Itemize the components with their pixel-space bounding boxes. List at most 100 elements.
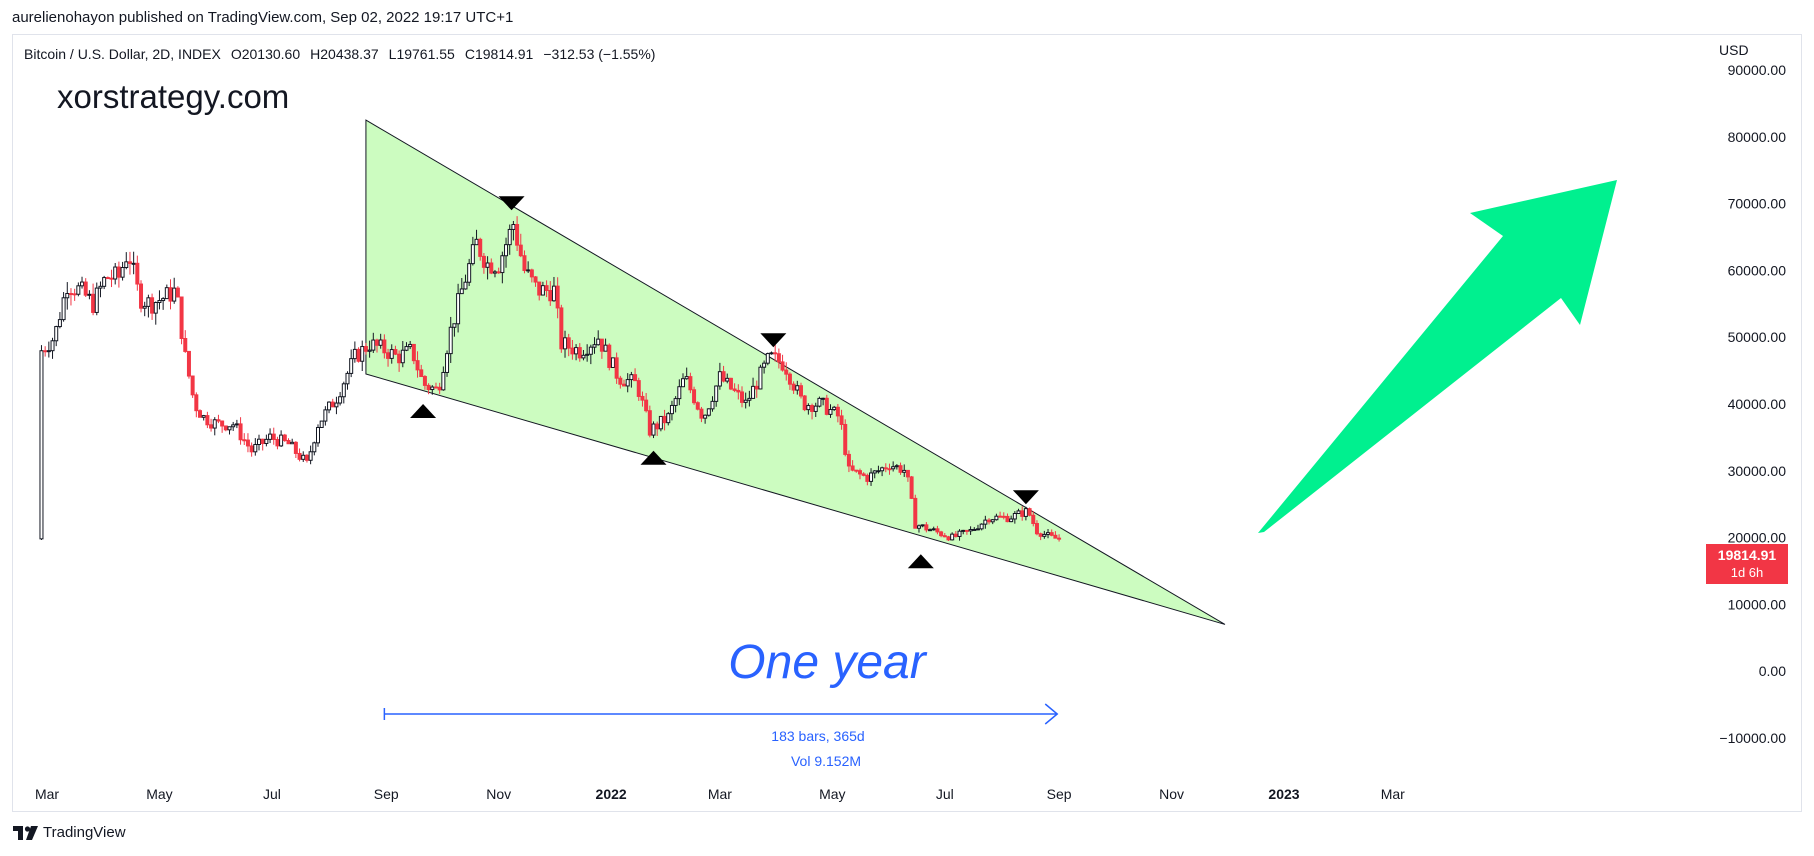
candle-body xyxy=(485,262,490,268)
candle-body xyxy=(257,438,262,445)
ohlc-close: C19814.91 xyxy=(464,46,534,62)
bullish-arrow-icon[interactable] xyxy=(1258,180,1617,533)
candle-body xyxy=(526,269,531,272)
time-axis-label: Nov xyxy=(1159,786,1184,802)
candle-body xyxy=(445,353,450,373)
candle-body xyxy=(341,383,346,398)
candle-body xyxy=(566,337,571,349)
candle-body xyxy=(533,276,538,283)
candle-body xyxy=(869,472,874,482)
candle-body xyxy=(504,244,509,257)
candle-body xyxy=(249,445,254,453)
candle-body xyxy=(400,349,405,364)
candle-body xyxy=(109,277,114,280)
candle-body xyxy=(120,267,125,278)
tradingview-footer[interactable]: TradingView xyxy=(13,824,126,841)
candle-body xyxy=(142,305,147,309)
candle-body xyxy=(570,347,575,355)
candle-body xyxy=(762,362,767,368)
candle-body xyxy=(883,467,888,470)
candle-body xyxy=(408,343,413,348)
tradingview-logo-icon xyxy=(13,825,38,840)
candle-body xyxy=(515,224,520,246)
time-axis-label: Mar xyxy=(1381,786,1405,802)
candle-body xyxy=(422,376,427,386)
candle-body xyxy=(212,419,217,429)
candle-body xyxy=(769,352,774,355)
candle-body xyxy=(43,350,48,353)
footer-brand[interactable]: TradingView xyxy=(43,824,126,841)
symbol-legend[interactable]: Bitcoin / U.S. Dollar, 2D, INDEX O20130.6… xyxy=(24,46,665,62)
candle-body xyxy=(843,423,848,455)
candle-body xyxy=(378,339,383,346)
candle-body xyxy=(168,287,173,302)
candle-body xyxy=(1031,514,1036,525)
candle-body xyxy=(113,266,118,280)
candle-body xyxy=(478,238,483,257)
time-axis-label: Mar xyxy=(708,786,732,802)
candle-body xyxy=(349,358,354,374)
candle-body xyxy=(1046,532,1051,535)
candle-body xyxy=(529,269,534,278)
candle-body xyxy=(319,420,324,428)
candle-body xyxy=(374,339,379,346)
candle-body xyxy=(157,300,162,304)
price-axis-label: 60000.00 xyxy=(1728,262,1787,278)
candle-body xyxy=(644,399,649,412)
candle-body xyxy=(846,453,851,467)
candle-body xyxy=(537,281,542,296)
time-axis-label: 2023 xyxy=(1268,786,1299,802)
time-axis-label: May xyxy=(819,786,845,802)
candle-body xyxy=(522,255,527,271)
candle-body xyxy=(404,346,409,351)
last-price-badge: 19814.91 1d 6h xyxy=(1706,544,1788,584)
candle-body xyxy=(684,376,689,380)
candle-body xyxy=(909,476,914,499)
candle-body xyxy=(105,277,110,280)
candle-body xyxy=(669,404,674,415)
candle-body xyxy=(61,297,66,321)
candle-body xyxy=(1042,533,1047,537)
candle-body xyxy=(677,386,682,400)
candle-body xyxy=(186,350,191,377)
candle-body xyxy=(703,414,708,419)
candle-body xyxy=(507,228,512,246)
candle-body xyxy=(596,338,601,346)
candle-body xyxy=(430,386,435,391)
candle-body xyxy=(164,287,169,300)
time-axis-label: Sep xyxy=(374,786,399,802)
candle-body xyxy=(776,353,781,363)
bottom-arrow-marker xyxy=(410,404,437,418)
candle-body xyxy=(135,262,140,285)
candle-body xyxy=(574,347,579,355)
candle-body xyxy=(452,323,457,328)
candle-body xyxy=(441,371,446,391)
candle-body xyxy=(880,467,885,472)
candle-body xyxy=(179,296,184,339)
candle-body xyxy=(397,353,402,364)
falling-wedge[interactable] xyxy=(365,119,1226,625)
candle-body xyxy=(817,397,822,407)
currency-label[interactable]: USD xyxy=(1719,42,1749,58)
candle-body xyxy=(913,497,918,529)
candle-body xyxy=(975,528,980,531)
candle-body xyxy=(758,366,763,390)
candle-body xyxy=(739,391,744,403)
candle-body xyxy=(953,533,958,537)
candle-body xyxy=(887,468,892,471)
candle-body xyxy=(754,385,759,390)
candle-body xyxy=(928,529,933,532)
candle-body xyxy=(286,439,291,445)
symbol-name[interactable]: Bitcoin / U.S. Dollar, 2D, INDEX xyxy=(24,46,221,62)
candle-body xyxy=(448,326,453,355)
candle-body xyxy=(98,285,103,289)
candle-body xyxy=(798,385,803,397)
chart-frame[interactable] xyxy=(12,34,1802,812)
candle-body xyxy=(467,263,472,283)
candle-body xyxy=(835,406,840,417)
candle-body xyxy=(622,383,627,387)
candle-body xyxy=(65,293,70,299)
candle-body xyxy=(832,406,837,411)
candle-body xyxy=(297,452,302,460)
